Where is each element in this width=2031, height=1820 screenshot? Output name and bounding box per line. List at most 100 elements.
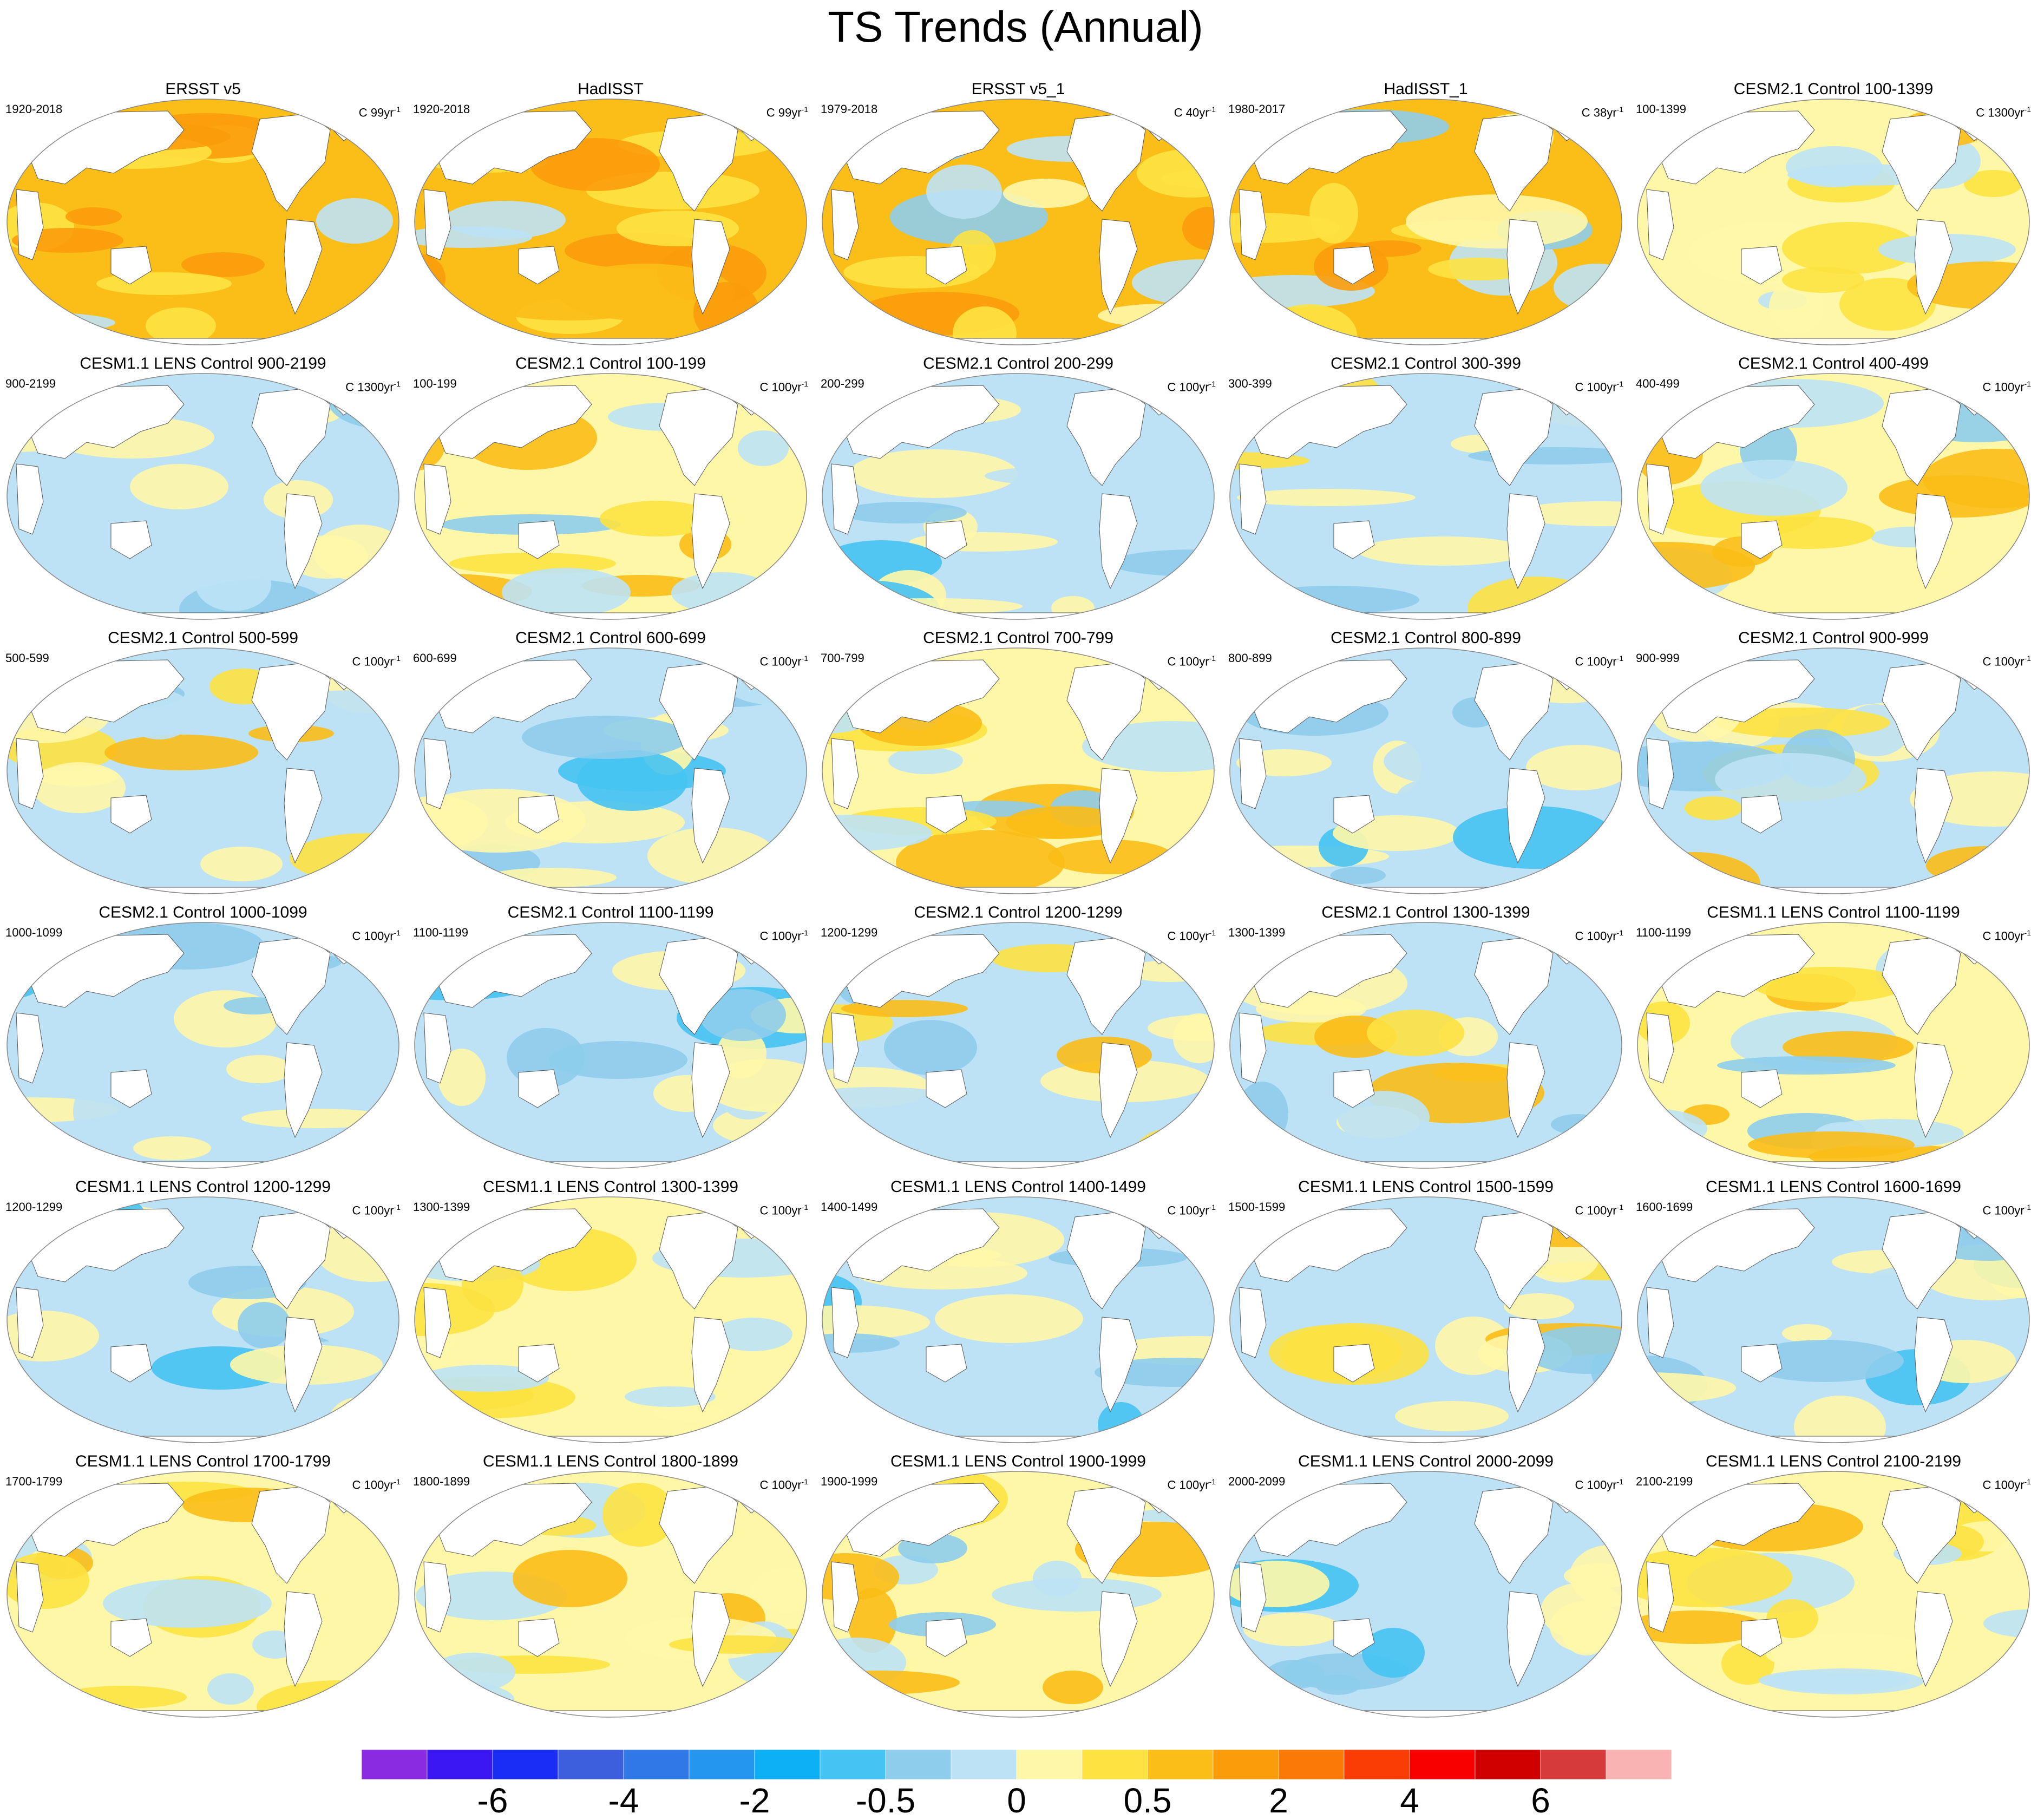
continent-outline — [691, 768, 730, 864]
units-label: C 100yr-1 — [1575, 377, 1623, 394]
units-label: C 100yr-1 — [759, 1201, 808, 1217]
trend-contour — [558, 264, 735, 321]
map-panel: CESM2.1 Control 600-699 600-699 C 100yr-1 — [408, 625, 814, 895]
period-label: 1100-1199 — [1636, 926, 1691, 939]
trend-period: 100yr — [364, 1478, 394, 1492]
map-panel: CESM1.1 LENS Control 1400-1499 1400-1499 C… — [815, 1174, 1221, 1444]
trend-period: 100yr — [364, 1203, 394, 1217]
units-text: C — [1982, 929, 1991, 943]
trend-contour — [1715, 753, 1866, 805]
figure-title: TS Trends (Annual) — [828, 3, 1203, 51]
colorbar-tick-label: -2 — [739, 1781, 770, 1820]
continent-outline — [1506, 493, 1545, 590]
trend-contour — [1338, 1091, 1430, 1144]
world-map — [822, 922, 1215, 1169]
continent-outline — [1099, 1042, 1138, 1138]
units-label: C 1300yr-1 — [1976, 103, 2031, 119]
panel-title: CESM2.1 Control 1100-1199 — [507, 904, 714, 921]
period-label: 200-299 — [821, 377, 864, 390]
trend-contour — [1564, 1563, 1622, 1588]
trend-contour — [133, 1136, 211, 1160]
continent-outline — [284, 493, 323, 590]
trend-contour — [1397, 779, 1467, 816]
map-panel: CESM1.1 LENS Control 2000-2099 2000-2099 C… — [1223, 1448, 1629, 1719]
colorbar-labels: -6 -4 -2 -0.5 0 0.5 2 4 6 — [362, 1782, 1672, 1820]
colorbar-swatch — [1540, 1750, 1607, 1779]
units-label: C 40yr-1 — [1174, 103, 1216, 119]
trend-contour — [599, 1141, 667, 1157]
period-label: 1600-1699 — [1636, 1200, 1693, 1214]
exponent: -1 — [1616, 928, 1623, 937]
continent-outline — [518, 795, 560, 834]
map-border — [6, 373, 399, 620]
trend-contour — [316, 198, 393, 244]
continent-outline — [926, 1344, 967, 1383]
exponent: -1 — [394, 928, 401, 937]
units-text: C — [1174, 106, 1183, 120]
continent-outline — [1239, 1012, 1267, 1084]
map-border — [1229, 99, 1622, 345]
world-map — [1637, 373, 2030, 620]
exponent: -1 — [1616, 379, 1623, 388]
trend-contour — [953, 306, 1017, 345]
world-map — [414, 1196, 807, 1443]
period-label: 1980-2017 — [1228, 102, 1286, 116]
units-text: C — [759, 654, 769, 669]
units-label: C 100yr-1 — [1575, 652, 1623, 668]
continent-outline — [691, 1042, 730, 1138]
trend-contour — [195, 557, 271, 611]
colorbar-swatch — [1606, 1750, 1672, 1779]
units-text: C — [1167, 380, 1176, 394]
panel-title: HadISST — [578, 80, 644, 98]
units-text: C — [1982, 1478, 1991, 1492]
trend-contour — [1248, 586, 1419, 614]
continent-outline — [110, 1344, 152, 1383]
units-text: C — [759, 1478, 769, 1492]
continent-outline — [110, 1618, 152, 1657]
panel-title: CESM1.1 LENS Control 1700-1799 — [75, 1452, 331, 1470]
trend-contour — [1782, 267, 1864, 293]
panel-title: CESM1.1 LENS Control 1300-1399 — [483, 1178, 738, 1196]
map-panel: CESM2.1 Control 400-499 400-499 C 100yr-1 — [1630, 350, 2031, 621]
colorbar-swatch — [1147, 1750, 1214, 1779]
map-panel: CESM2.1 Control 100-199 100-199 C 100yr-1 — [408, 350, 814, 621]
units-label: C 100yr-1 — [1982, 1475, 2031, 1491]
trend-contour — [549, 1041, 687, 1079]
panel-title: CESM1.1 LENS Control 1900-1999 — [890, 1452, 1146, 1470]
trend-contour — [7, 861, 68, 894]
period-label: 1000-1099 — [5, 926, 63, 939]
continent-outline — [16, 1012, 44, 1084]
continent-outline — [16, 1287, 44, 1358]
continent-outline — [1506, 1591, 1545, 1687]
trend-contour — [1367, 1010, 1464, 1056]
continent-outline — [1099, 768, 1138, 864]
map-panel: HadISST 1920-2018 C 99yr-1 — [408, 76, 814, 346]
continent-outline — [1099, 493, 1138, 590]
continent-outline — [477, 887, 744, 894]
panel-title: CESM1.1 LENS Control 1400-1499 — [890, 1178, 1146, 1196]
trend-contour — [1230, 590, 1263, 610]
map-border — [1229, 647, 1622, 894]
map-panel: CESM2.1 Control 1000-1099 1000-1099 C 100y… — [0, 899, 406, 1170]
map-panel: ERSST v5_1 1979-2018 C 40yr-1 — [815, 76, 1221, 346]
trend-period: 100yr — [771, 1478, 802, 1492]
colorbar-tick-label: -0.5 — [855, 1781, 916, 1820]
world-map — [6, 99, 399, 345]
trend-contour — [238, 1302, 291, 1348]
trend-contour — [1146, 588, 1214, 616]
trend-period: 100yr — [1587, 929, 1617, 943]
units-text: C — [1982, 654, 1991, 669]
trend-contour — [751, 1568, 807, 1613]
period-label: 300-399 — [1228, 377, 1272, 390]
panel-title: ERSST v5_1 — [971, 80, 1065, 98]
trend-contour — [847, 1588, 897, 1653]
trend-contour — [896, 830, 1065, 894]
continent-outline — [1914, 1042, 1953, 1138]
trend-contour — [822, 1228, 857, 1259]
world-map — [1637, 99, 2030, 345]
units-text: C — [352, 1203, 361, 1217]
trend-contour — [130, 464, 228, 509]
trend-period: 100yr — [1587, 1203, 1617, 1217]
trend-contour — [1562, 1609, 1610, 1655]
period-label: 1500-1599 — [1228, 1200, 1286, 1214]
